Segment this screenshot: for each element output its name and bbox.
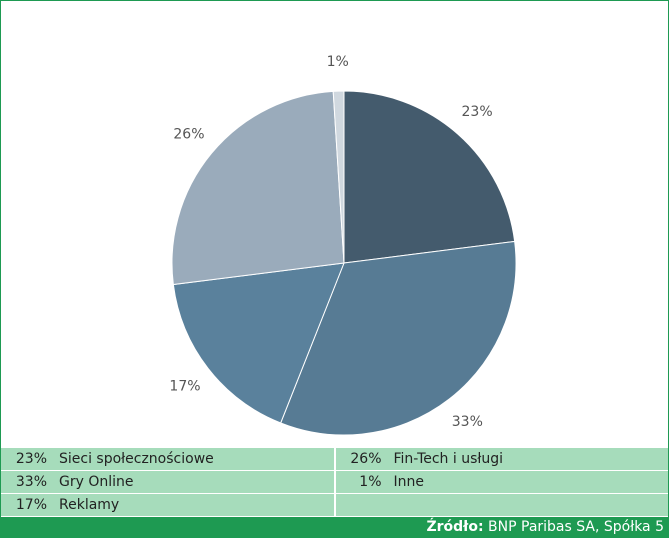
legend: 23% Sieci społecznościowe 26% Fin-Tech i us… <box>1 448 668 517</box>
pie-slice <box>343 90 516 264</box>
pie-slice <box>172 262 345 424</box>
legend-value: 17% <box>15 497 47 513</box>
legend-cell: 26% Fin-Tech i usługi <box>335 448 668 470</box>
legend-label: Sieci społecznościowe <box>59 451 214 467</box>
legend-label: Inne <box>393 474 425 490</box>
slice-label: 26% <box>173 127 204 143</box>
pie-slice <box>171 90 345 286</box>
legend-label: Fin-Tech i usługi <box>393 451 504 467</box>
source: Źródło: BNP Paribas SA, Spółka 5 <box>1 517 668 537</box>
legend-row: 33% Gry Online 1% Inne <box>1 471 668 493</box>
pie-slice <box>332 90 345 264</box>
legend-row: 23% Sieci społecznościowe 26% Fin-Tech i us… <box>1 448 668 470</box>
legend-label: Reklamy <box>59 497 120 513</box>
legend-cell <box>335 494 668 516</box>
legend-cell: 1% Inne <box>335 471 668 493</box>
legend-row: 17% Reklamy <box>1 494 668 516</box>
slice-label: 1% <box>327 54 349 70</box>
source-label: Źródło: <box>426 519 484 535</box>
legend-value: 33% <box>15 474 47 490</box>
legend-cell: 17% Reklamy <box>1 494 334 516</box>
slice-label: 33% <box>452 414 483 430</box>
pie-chart: 23% 33% 17% 26% 1% <box>169 54 517 436</box>
pie-slice <box>280 240 517 436</box>
legend-cell: 23% Sieci społecznościowe <box>1 448 334 470</box>
legend-value: 23% <box>15 451 47 467</box>
legend-label: Gry Online <box>59 474 134 490</box>
legend-value: 26% <box>350 451 382 467</box>
legend-value: 1% <box>359 474 382 490</box>
legend-cell: 33% Gry Online <box>1 471 334 493</box>
slice-label: 23% <box>462 104 493 120</box>
source-text: BNP Paribas SA, Spółka 5 <box>488 519 664 535</box>
slice-label: 17% <box>169 378 200 394</box>
